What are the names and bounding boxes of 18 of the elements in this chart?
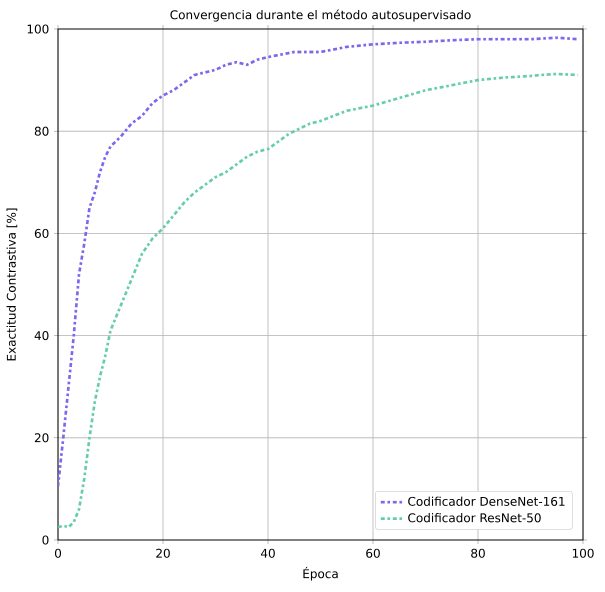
y-tick-label: 80: [34, 126, 48, 136]
x-tick-label: 80: [471, 548, 485, 558]
x-tick-label: 0: [54, 548, 62, 558]
x-tick-label: 100: [572, 548, 594, 558]
y-tick-label: 0: [42, 535, 48, 545]
x-tick-label: 40: [260, 548, 275, 558]
y-tick-label: 60: [34, 228, 48, 238]
y-tick-label: 40: [34, 331, 48, 340]
x-axis-title: Época: [303, 566, 338, 581]
legend-label: Codificador ResNet-50: [408, 513, 541, 522]
x-tick-label: 60: [366, 548, 380, 558]
y-tick-label: 20: [34, 433, 48, 442]
y-axis-title: Exactitud Contrastiva [%]: [6, 208, 18, 360]
line-series: [58, 72, 580, 529]
chart-title: Convergencia durante el método autosupervisado: [170, 10, 471, 22]
y-tick-label: 100: [28, 24, 48, 34]
legend-label: Codificador DenseNet-161: [408, 496, 564, 506]
x-tick-label: 20: [156, 548, 170, 558]
